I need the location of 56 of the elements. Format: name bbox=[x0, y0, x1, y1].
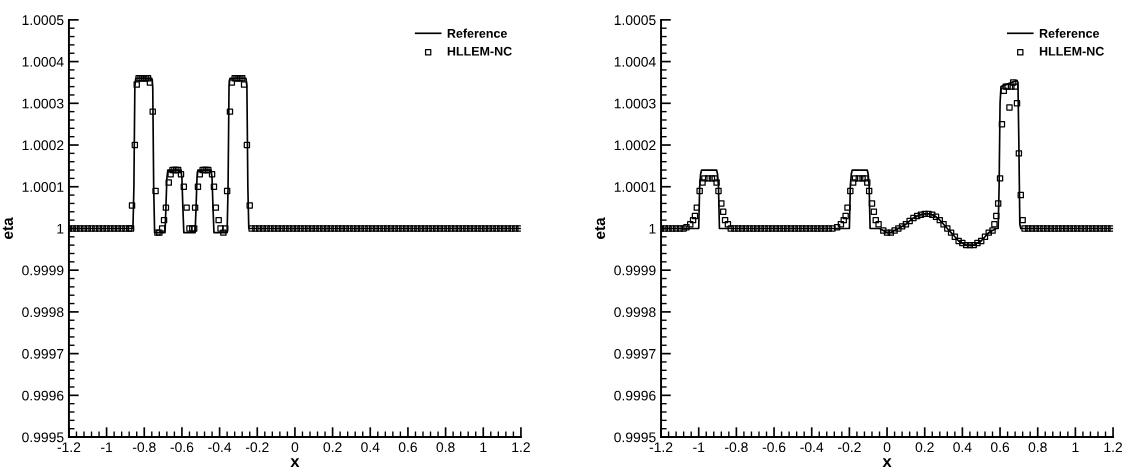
x-tick-label: -0.8 bbox=[132, 442, 156, 453]
x-tick-label: 0.8 bbox=[436, 442, 455, 453]
x-axis-title: x bbox=[290, 458, 300, 467]
y-axis-title: eta bbox=[595, 217, 606, 239]
y-tick-label: 0.9996 bbox=[614, 390, 656, 401]
y-tick-label: 1.0003 bbox=[22, 98, 64, 109]
x-tick-label: -0.6 bbox=[170, 442, 194, 453]
x-tick-label: -0.2 bbox=[245, 442, 269, 453]
y-tick-label: 1 bbox=[57, 223, 64, 234]
legend-label: HLLEM-NC bbox=[1039, 46, 1104, 56]
legend-label: HLLEM-NC bbox=[447, 46, 512, 56]
x-tick-label: -0.6 bbox=[762, 442, 786, 453]
legend-label: Reference bbox=[447, 28, 507, 38]
x-tick-label: 0 bbox=[883, 442, 891, 453]
y-tick-label: 1.0002 bbox=[22, 140, 64, 151]
y-tick-label: 1.0001 bbox=[614, 182, 656, 192]
x-axis-title: x bbox=[882, 458, 892, 467]
x-tick-label: 0.4 bbox=[361, 442, 380, 453]
x-tick-label: -1.2 bbox=[57, 442, 81, 452]
x-tick-label: 0.6 bbox=[990, 442, 1010, 453]
y-tick-label: 0.9997 bbox=[22, 348, 64, 359]
y-tick-label: 0.9995 bbox=[614, 432, 656, 443]
x-tick-label: 0.8 bbox=[1028, 442, 1047, 453]
x-tick-label: -0.4 bbox=[208, 442, 232, 453]
x-tick-label: 1.2 bbox=[512, 442, 530, 452]
x-tick-label: 0.2 bbox=[915, 442, 934, 453]
x-tick-label: 0 bbox=[291, 442, 299, 453]
y-tick-label: 1.0004 bbox=[22, 56, 64, 67]
legend-label: Reference bbox=[1039, 28, 1100, 38]
x-tick-label: -1.2 bbox=[649, 442, 673, 452]
x-tick-label: 1 bbox=[1072, 442, 1079, 452]
x-tick-label: 0.4 bbox=[953, 442, 972, 453]
y-tick-label: 1 bbox=[649, 223, 656, 234]
y-tick-label: 0.9997 bbox=[614, 348, 656, 359]
y-tick-label: 0.9999 bbox=[614, 265, 656, 276]
x-tick-label: 0.6 bbox=[398, 442, 417, 453]
x-tick-label: -0.8 bbox=[725, 442, 748, 453]
y-tick-label: 1.0002 bbox=[614, 140, 656, 151]
x-tick-label: -0.2 bbox=[838, 442, 861, 453]
y-tick-label: 0.9998 bbox=[22, 307, 64, 318]
x-tick-label: 0.2 bbox=[323, 442, 342, 453]
y-tick-label: 1.0001 bbox=[22, 182, 64, 192]
x-tick-label: 1 bbox=[480, 442, 487, 452]
y-tick-label: 1.0003 bbox=[614, 98, 656, 109]
y-tick-label: 0.9996 bbox=[22, 390, 64, 401]
y-tick-label: 0.9995 bbox=[22, 432, 64, 443]
x-tick-label: 1.2 bbox=[1104, 442, 1123, 452]
y-tick-label: 0.9999 bbox=[22, 265, 64, 276]
y-tick-label: 1.0005 bbox=[22, 15, 64, 26]
y-tick-label: 1.0004 bbox=[614, 56, 656, 67]
y-tick-label: 1.0005 bbox=[614, 15, 656, 26]
y-axis-title: eta bbox=[2, 217, 14, 239]
x-tick-label: -1 bbox=[101, 442, 113, 452]
x-tick-label: -1 bbox=[693, 442, 705, 452]
y-tick-label: 0.9998 bbox=[614, 307, 656, 318]
x-tick-label: -0.4 bbox=[800, 442, 824, 453]
